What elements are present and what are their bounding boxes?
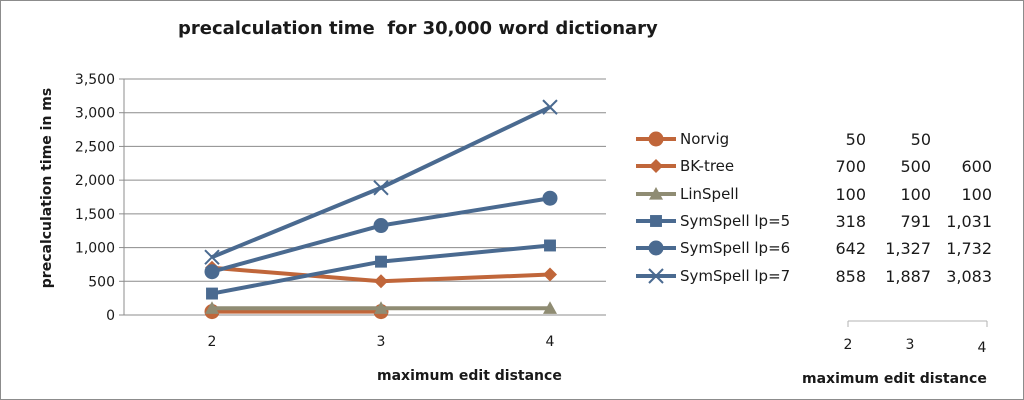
- y-tick-label: 1,000: [75, 241, 115, 257]
- data-point: [543, 267, 557, 282]
- data-point: [373, 180, 389, 196]
- legend-label: SymSpell lp=6: [680, 239, 790, 257]
- x-marker-stroke: [648, 268, 664, 284]
- x-tick-label: 3: [377, 334, 386, 350]
- legend-marker: [648, 131, 664, 147]
- legend-marker: [648, 240, 664, 256]
- data-point: [205, 301, 219, 314]
- table-value: 700: [835, 157, 866, 176]
- x-tick-label: 4: [546, 334, 555, 350]
- series-line: [211, 105, 551, 259]
- table-value: 100: [835, 185, 866, 204]
- y-tick-label: 2,500: [75, 139, 115, 155]
- legend-marker: [649, 159, 663, 173]
- y-tick-label: 1,500: [75, 207, 115, 223]
- series-symspell-lp-5: [206, 239, 556, 300]
- table-value: 3,083: [946, 267, 992, 286]
- data-point: [204, 249, 220, 265]
- table-value: 1,732: [946, 239, 992, 258]
- data-point: [542, 99, 558, 115]
- series-bk-tree: [205, 260, 557, 289]
- x-tick-label: 2: [208, 334, 217, 350]
- legend-entry: BK-tree: [636, 157, 734, 175]
- legend-label: Norvig: [680, 130, 729, 148]
- legend-label: SymSpell lp=7: [680, 267, 790, 285]
- data-point: [206, 287, 218, 300]
- legend-label: SymSpell lp=5: [680, 212, 790, 230]
- x-marker-stroke: [373, 180, 389, 196]
- table-value: 500: [900, 157, 931, 176]
- table-value: 318: [835, 212, 866, 231]
- data-point: [374, 301, 388, 314]
- data-point: [543, 301, 557, 314]
- y-tick-label: 3,000: [75, 106, 115, 122]
- table-value: 858: [835, 267, 866, 286]
- series-symspell-lp-6: [204, 190, 558, 280]
- x-axis-title: maximum edit distance: [377, 368, 562, 384]
- legend-entry: SymSpell lp=6: [636, 239, 790, 257]
- table-value: 600: [961, 157, 992, 176]
- series-linspell: [205, 301, 557, 314]
- legend-label: BK-tree: [680, 157, 734, 175]
- legend-label: LinSpell: [680, 185, 739, 203]
- y-tick-label: 3,500: [75, 72, 115, 88]
- table-x-axis-title: maximum edit distance: [802, 371, 987, 387]
- legend-marker: [648, 268, 664, 284]
- data-point: [375, 255, 387, 268]
- table-value: 1,031: [946, 212, 992, 231]
- table-value: 1,327: [885, 239, 931, 258]
- chart-title: precalculation time for 30,000 word dict…: [178, 18, 658, 39]
- table-value: 791: [900, 212, 931, 231]
- data-point: [204, 264, 220, 280]
- table-x-tick-label: 4: [978, 340, 987, 356]
- y-tick-label: 0: [106, 308, 115, 324]
- x-marker-stroke: [542, 99, 558, 115]
- series-symspell-lp-7: [204, 99, 558, 265]
- table-value: 50: [911, 130, 931, 149]
- legend-entry: LinSpell: [636, 185, 739, 203]
- legend-marker: [650, 215, 662, 227]
- table-value: 100: [961, 185, 992, 204]
- table-value: 642: [835, 239, 866, 258]
- legend-entry: Norvig: [636, 130, 729, 148]
- legend-entry: SymSpell lp=5: [636, 212, 790, 230]
- table-x-tick-label: 3: [906, 337, 915, 353]
- y-tick-label: 500: [88, 274, 115, 290]
- data-point: [544, 239, 556, 252]
- y-tick-label: 2,000: [75, 173, 115, 189]
- data-point: [374, 274, 388, 289]
- table-value: 50: [846, 130, 866, 149]
- data-point: [542, 190, 558, 206]
- legend-entry: SymSpell lp=7: [636, 267, 790, 285]
- table-value: 1,887: [885, 267, 931, 286]
- table-x-tick-label: 2: [844, 337, 853, 353]
- legend-marker: [649, 187, 663, 200]
- x-marker-stroke: [204, 249, 220, 265]
- table-value: 100: [900, 185, 931, 204]
- data-point: [373, 218, 389, 234]
